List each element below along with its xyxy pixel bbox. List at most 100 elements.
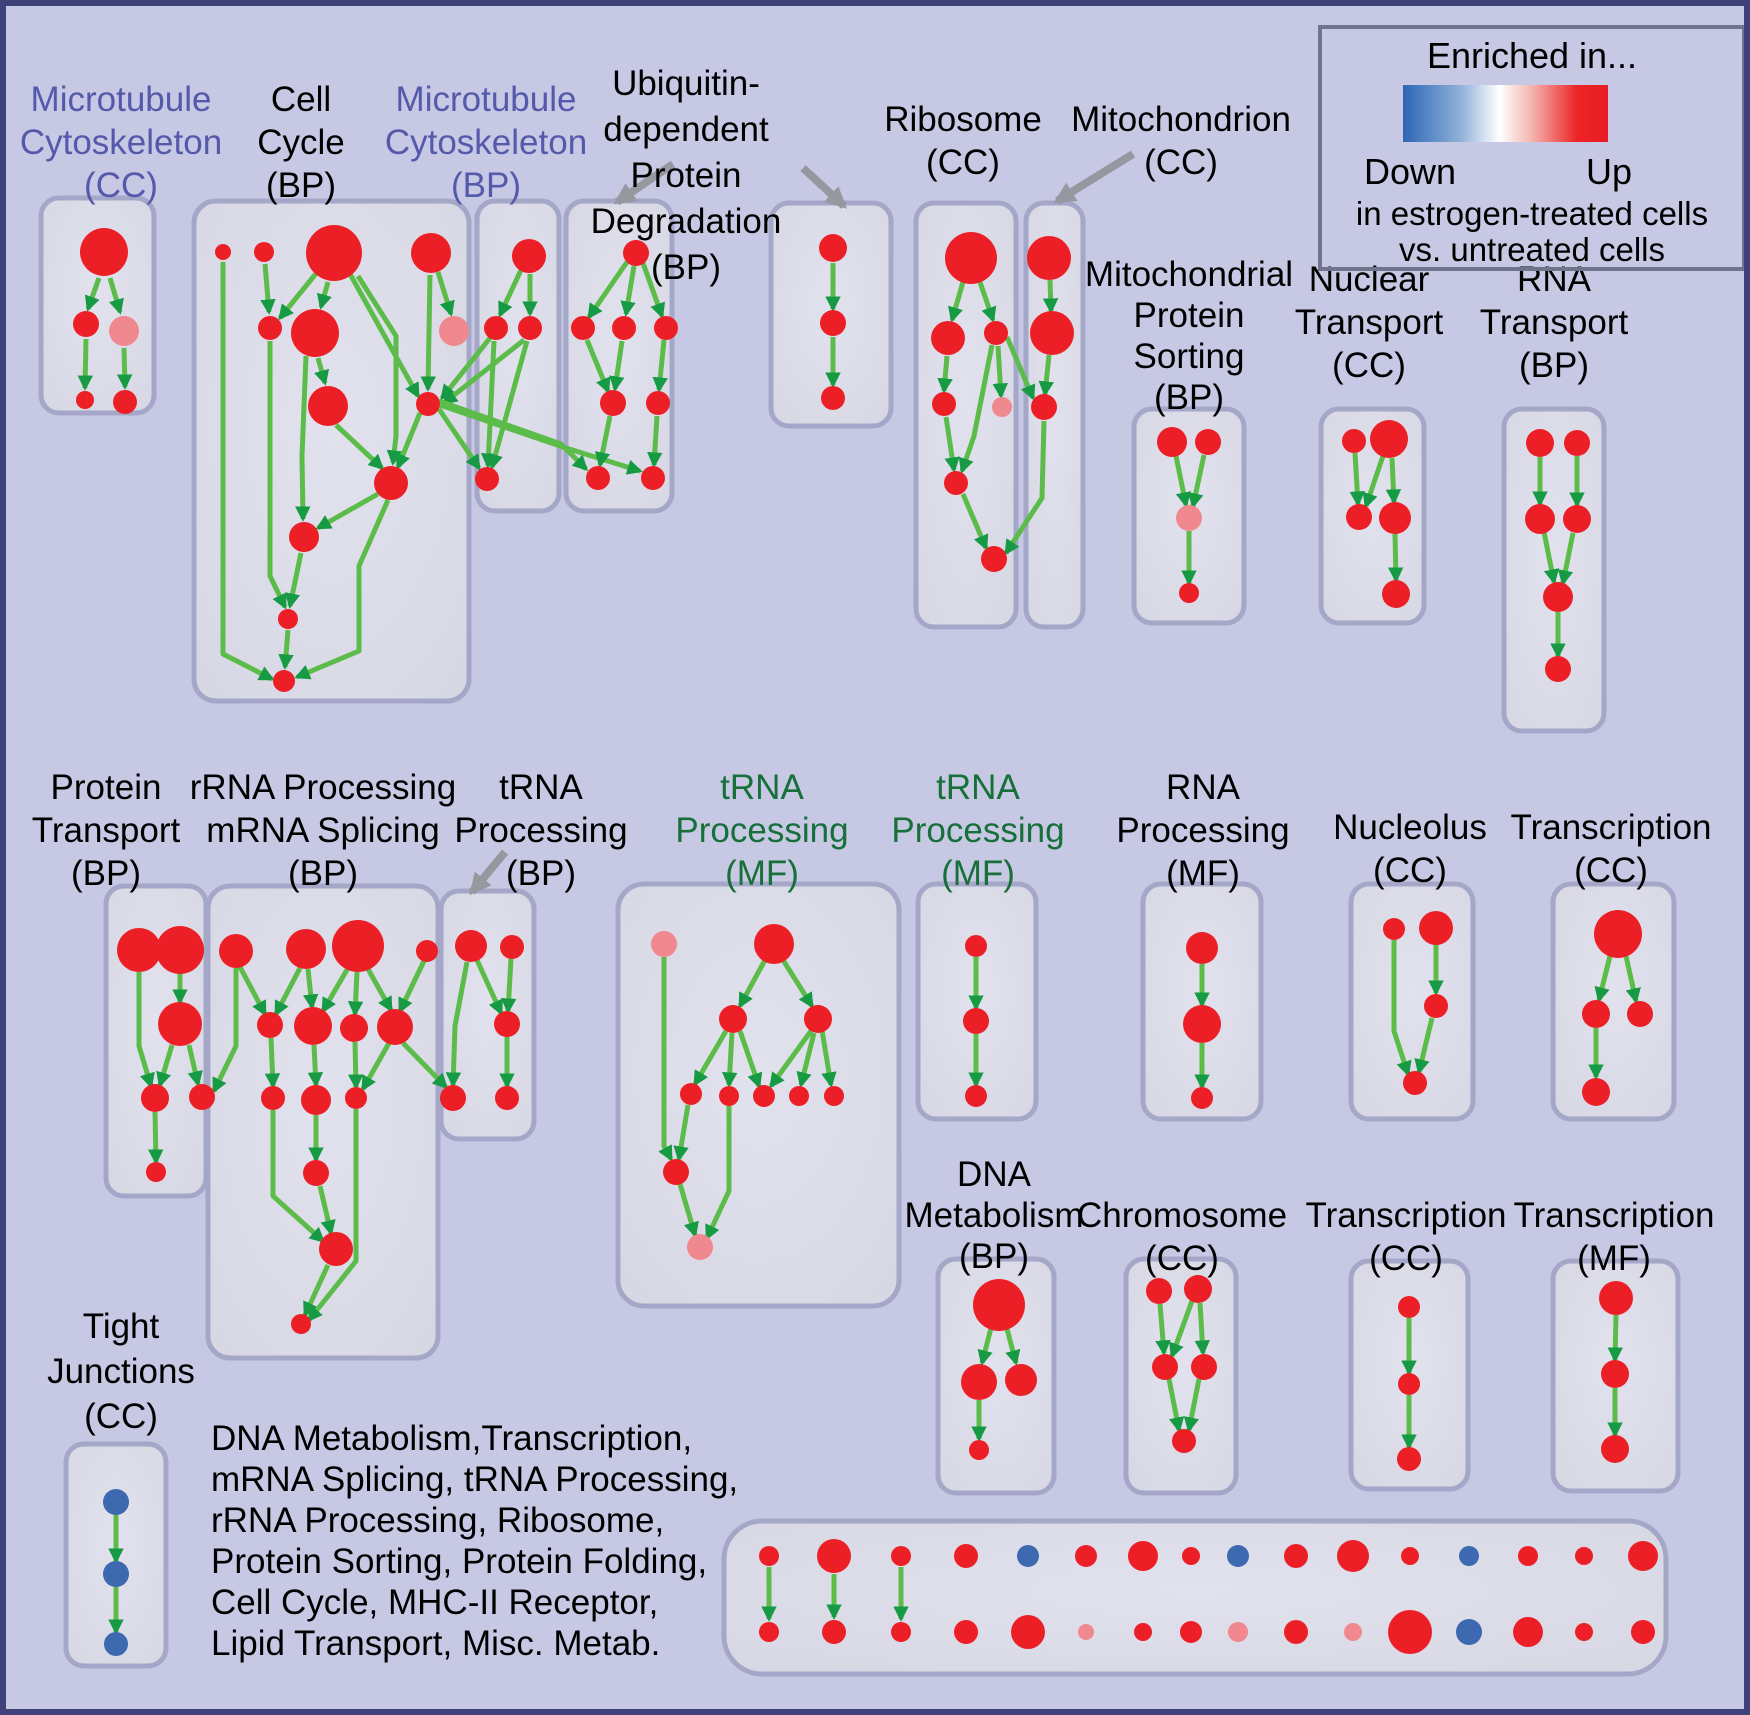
go-term-node xyxy=(1128,1541,1158,1571)
go-term-node xyxy=(1182,1547,1200,1565)
edge-arrow xyxy=(107,277,124,315)
edge-arrow xyxy=(1038,354,1054,397)
go-term-node xyxy=(759,1546,779,1566)
go-term-node xyxy=(1337,1540,1369,1572)
edge-arrow xyxy=(315,491,380,531)
go-term-node xyxy=(495,1086,519,1110)
label-line: (BP) xyxy=(287,854,358,893)
edge-arrow xyxy=(1349,452,1365,507)
label-line: Nuclear xyxy=(1308,260,1430,299)
go-term-node xyxy=(969,1440,989,1460)
cluster-box xyxy=(1550,881,1677,1122)
edge-arrow xyxy=(586,260,630,320)
label-microtubule-cytoskeleton-bp: Microtubule Cytoskeleton (BP) xyxy=(385,78,587,207)
go-term-node xyxy=(1628,1541,1658,1571)
edge-arrow xyxy=(1414,1017,1435,1075)
go-term-node xyxy=(500,935,524,959)
go-term-node xyxy=(1195,429,1221,455)
cluster-box xyxy=(1123,1256,1239,1496)
label-line: (CC) xyxy=(1574,851,1648,890)
edge-arrow xyxy=(1362,455,1386,509)
label-line: Cycle xyxy=(257,123,345,162)
go-term-node xyxy=(680,1083,702,1105)
go-term-node xyxy=(1525,504,1555,534)
label-cell-cycle: Cell Cycle (BP) xyxy=(257,78,345,207)
edge-arrow xyxy=(768,1029,814,1089)
edge-arrow xyxy=(438,398,589,472)
edge-arrow xyxy=(487,340,530,470)
label-line: Cytoskeleton xyxy=(19,123,223,162)
edge-arrow xyxy=(294,498,391,680)
go-term-node xyxy=(1157,427,1187,457)
label-line: (MF) xyxy=(941,854,1015,893)
go-term-node xyxy=(440,1085,466,1111)
go-term-node xyxy=(1397,1447,1421,1471)
summary-line: Cell Cycle, MHC-II Receptor, xyxy=(211,1583,659,1622)
go-term-node xyxy=(1599,1281,1633,1315)
go-term-node xyxy=(1526,429,1554,457)
go-term-node xyxy=(104,1632,128,1656)
label-line: Degradation xyxy=(590,202,782,241)
label-rna-processing-mf: RNA Processing (MF) xyxy=(1116,766,1289,895)
edge-arrow xyxy=(652,339,668,393)
go-term-node xyxy=(981,546,1007,572)
go-term-node xyxy=(1346,504,1372,530)
legend-down-label: Down xyxy=(1364,151,1457,192)
edge-arrow xyxy=(307,1109,359,1323)
summary-line: rRNA Processing, Ribosome, xyxy=(211,1501,665,1540)
go-term-node xyxy=(687,1234,713,1260)
label-nuclear-transport: Nuclear Transport (CC) xyxy=(1295,258,1443,387)
go-term-node xyxy=(455,930,487,962)
label-line: Transport xyxy=(1294,303,1444,342)
edge-arrow xyxy=(211,968,239,1094)
go-term-node xyxy=(954,1620,978,1644)
go-term-node xyxy=(257,1012,283,1038)
label-line: rRNA Processing xyxy=(189,768,457,807)
go-term-node xyxy=(945,232,997,284)
go-term-node xyxy=(1078,1624,1094,1640)
network-canvas xyxy=(38,150,1681,1677)
label-line: (BP) xyxy=(958,1237,1029,1276)
label-line: (CC) xyxy=(1332,346,1406,385)
go-term-node xyxy=(1594,910,1642,958)
label-nucleolus: Nucleolus (CC) xyxy=(1333,806,1487,892)
go-term-node xyxy=(1011,1615,1045,1649)
edge-arrow xyxy=(1188,454,1207,509)
label-line: Transcription xyxy=(1510,808,1712,847)
go-term-node xyxy=(759,1622,779,1642)
go-term-node xyxy=(1419,911,1453,945)
label-line: (MF) xyxy=(1577,1239,1651,1278)
go-term-node xyxy=(1518,1546,1538,1566)
edge-arrow xyxy=(1183,1378,1202,1433)
edge-arrow xyxy=(1541,531,1560,585)
label-transcription-cc-2: Transcription (CC) xyxy=(1306,1194,1507,1280)
go-term-node xyxy=(651,931,677,957)
label-line: (BP) xyxy=(650,248,721,287)
go-term-node xyxy=(1459,1546,1479,1566)
edge-arrow xyxy=(1387,533,1404,583)
edge-arrow xyxy=(721,1032,738,1088)
label-line: (MF) xyxy=(725,854,799,893)
go-term-node xyxy=(1227,1545,1249,1567)
go-term-node xyxy=(754,924,794,964)
go-term-node xyxy=(301,1085,331,1115)
edge-arrow xyxy=(977,281,997,323)
edge-arrow xyxy=(267,341,288,610)
go-term-node xyxy=(146,1162,166,1182)
edge-arrow xyxy=(1004,336,1036,401)
go-term-node xyxy=(345,1087,367,1109)
label-line: DNA xyxy=(957,1155,1031,1194)
label-line: Junctions xyxy=(47,1352,195,1391)
label-line: tRNA xyxy=(936,768,1020,807)
go-term-node xyxy=(1631,1620,1655,1644)
edge-arrow xyxy=(1042,279,1059,314)
edge-arrow xyxy=(270,1110,326,1243)
edge-arrow xyxy=(992,345,1008,399)
edge-arrow xyxy=(1169,1300,1195,1359)
go-term-node xyxy=(294,1007,332,1045)
label-line: (CC) xyxy=(926,143,1000,182)
edge-arrow xyxy=(347,1041,364,1090)
edge-arrow xyxy=(278,269,320,321)
go-term-node xyxy=(103,1489,129,1515)
label-line: (BP) xyxy=(70,854,141,893)
